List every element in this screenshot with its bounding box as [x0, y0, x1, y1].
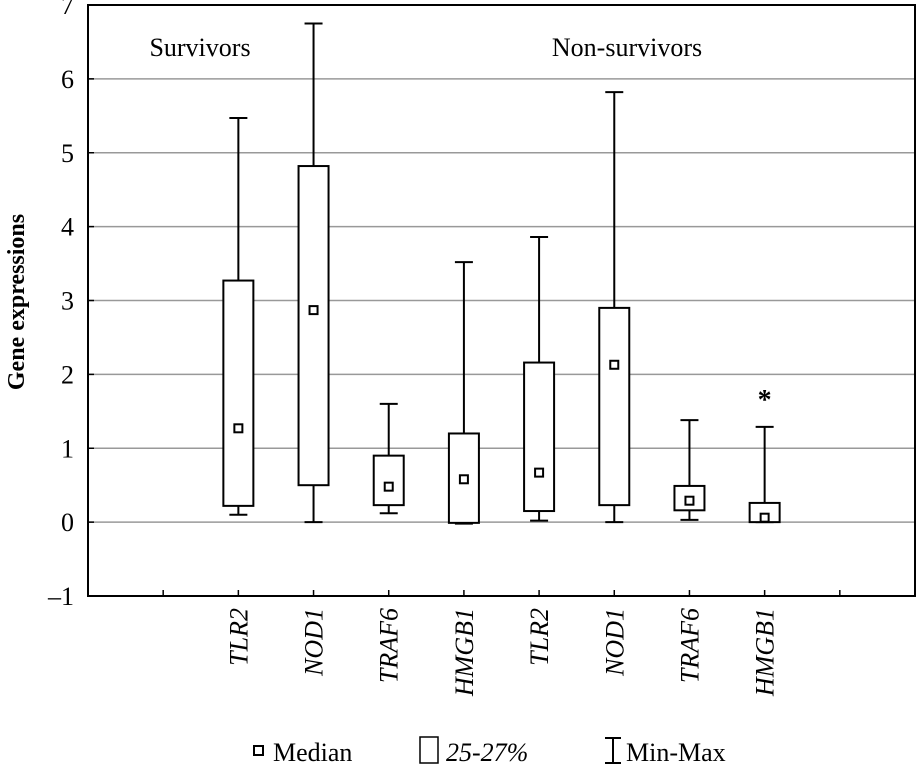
- box: [297, 165, 330, 487]
- x-tick-label: HMGB1: [751, 608, 780, 697]
- legend-label: Min-Max: [626, 738, 726, 767]
- x-tick-label: NOD1: [300, 608, 329, 677]
- outlier: *: [758, 385, 772, 416]
- median: [458, 474, 469, 485]
- y-tick-label: –1: [47, 582, 74, 611]
- y-tick-label: 5: [61, 139, 74, 168]
- legend-label: Median: [273, 738, 352, 767]
- y-tick-label: 2: [61, 360, 74, 389]
- x-tick-label: HMGB1: [450, 608, 479, 697]
- median: [383, 481, 394, 492]
- median: [609, 359, 620, 370]
- box: [222, 279, 255, 507]
- box: [523, 361, 556, 513]
- median: [308, 305, 319, 316]
- median: [534, 467, 545, 478]
- box: [372, 454, 405, 507]
- median: [233, 423, 244, 434]
- box: [598, 306, 631, 507]
- x-tick-label: TRAF6: [375, 608, 404, 683]
- y-tick-label: 1: [61, 434, 74, 463]
- y-tick-label: 3: [61, 287, 74, 316]
- x-tick-label: NOD1: [600, 608, 629, 677]
- y-tick-label: 0: [61, 508, 74, 537]
- x-tick-label: TLR2: [525, 608, 554, 666]
- x-tick-label: TRAF6: [675, 608, 704, 683]
- median: [759, 512, 770, 523]
- group-label: Non-survivors: [552, 33, 702, 62]
- y-axis-label: Gene expressions: [4, 214, 30, 390]
- y-tick-label: 6: [61, 65, 74, 94]
- legend-label: 25-27%: [446, 738, 528, 767]
- legend-box-icon: [419, 736, 439, 764]
- legend-whisker-icon: [605, 737, 621, 764]
- plot-frame: [87, 4, 916, 597]
- legend-median-icon: [253, 745, 264, 756]
- x-tick-label: TLR2: [224, 608, 253, 666]
- y-tick-label: 4: [61, 213, 74, 242]
- median: [684, 495, 695, 506]
- group-label: Survivors: [149, 33, 250, 62]
- y-tick-label: 7: [61, 0, 74, 20]
